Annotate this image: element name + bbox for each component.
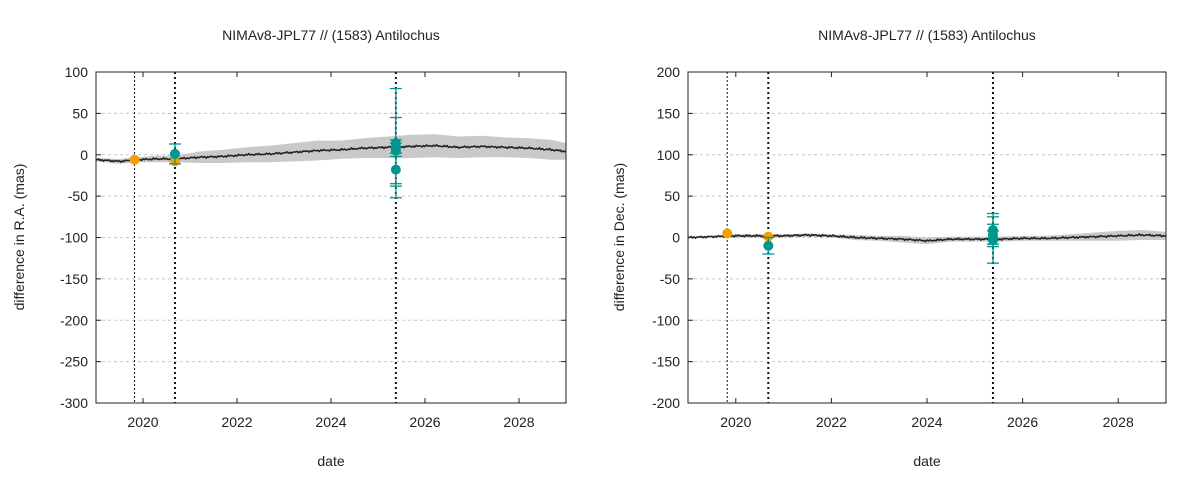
x-tick-label: 2028: [1103, 414, 1134, 430]
x-tick-label: 2022: [816, 414, 847, 430]
x-tick-label: 2026: [1007, 414, 1038, 430]
y-tick-label: -50: [68, 188, 88, 204]
plot-frame: [95, 71, 567, 404]
y-tick-label: 50: [72, 105, 88, 121]
y-tick-label: -100: [60, 230, 88, 246]
x-axis-label: date: [913, 453, 940, 469]
y-tick-label: -200: [60, 312, 88, 328]
y-tick-label: -150: [652, 354, 680, 370]
y-tick-label: 0: [672, 230, 680, 246]
y-tick-label: 50: [664, 188, 680, 204]
y-tick-label: 0: [80, 147, 88, 163]
point-orange: [129, 154, 140, 165]
x-tick-label: 2026: [409, 414, 440, 430]
x-tick-label: 2024: [911, 414, 942, 430]
y-tick-label: 200: [657, 64, 681, 80]
y-axis-label: difference in R.A. (mas): [11, 164, 27, 311]
x-tick-label: 2020: [720, 414, 751, 430]
point-orange: [763, 231, 774, 242]
point-teal: [169, 148, 180, 159]
y-tick-label: 150: [657, 105, 681, 121]
chart-title: NIMAv8-JPL77 // (1583) Antilochus: [818, 27, 1036, 43]
y-tick-label: 100: [65, 64, 89, 80]
point-teal: [763, 240, 774, 251]
y-tick-label: 100: [657, 147, 681, 163]
point-orange: [722, 228, 733, 239]
y-tick-label: -100: [652, 312, 680, 328]
chart-1: -300 -250 -200 -150 -100 -50 0 50 100 2020 2022 202…: [11, 27, 567, 469]
chart-title: NIMAv8-JPL77 // (1583) Antilochus: [222, 27, 440, 43]
x-tick-label: 2024: [315, 414, 346, 430]
x-tick-label: 2022: [221, 414, 252, 430]
y-tick-label: -300: [60, 395, 88, 411]
y-tick-label: -200: [652, 395, 680, 411]
uncertainty-band: [688, 230, 1166, 245]
y-tick-label: -150: [60, 271, 88, 287]
point-teal: [987, 234, 998, 245]
y-tick-label: -250: [60, 354, 88, 370]
point-teal: [390, 145, 401, 156]
x-tick-label: 2020: [127, 414, 158, 430]
x-axis-label: date: [317, 453, 344, 469]
y-axis-label: difference in Dec. (mas): [611, 163, 627, 311]
x-tick-label: 2028: [503, 414, 534, 430]
y-tick-label: -50: [660, 271, 680, 287]
plot-frame: [687, 71, 1167, 404]
chart-2: -200 -150 -100 -50 0 50 100 150 200 2020 2022 2024 2…: [611, 27, 1167, 469]
